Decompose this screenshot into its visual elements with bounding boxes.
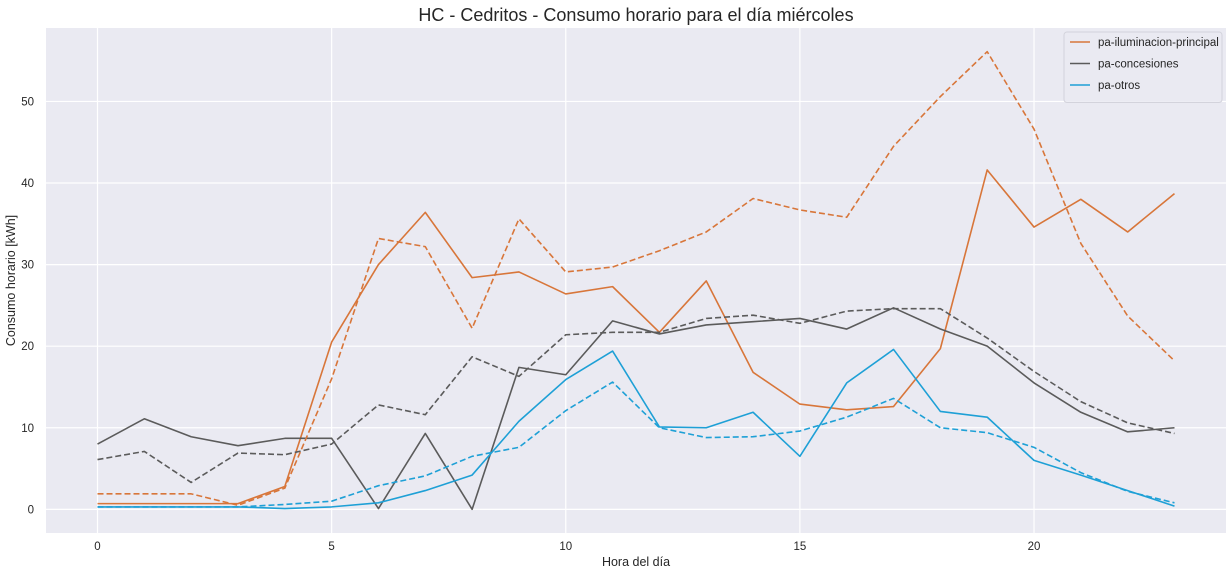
y-tick-label: 30 — [21, 260, 34, 272]
series-line-5 — [97, 381, 1175, 508]
series-line-3 — [97, 50, 1176, 507]
x-axis-label: Hora del día — [602, 555, 670, 569]
plot-background — [46, 28, 1226, 533]
x-tick-label: 5 — [328, 541, 334, 553]
y-tick-label: 0 — [28, 504, 34, 516]
x-tick-label: 0 — [94, 541, 100, 553]
grid-lines — [46, 28, 1226, 533]
series-line-0 — [97, 169, 1175, 505]
legend: pa-iluminacion-principal pa-concesiones pa… — [1063, 31, 1223, 103]
y-tick-label: 40 — [21, 178, 34, 190]
y-axis-label: Consumo horario [kWh] — [4, 215, 18, 346]
tick-labels: 0 5 10 15 20 0 10 20 30 40 50 — [21, 96, 1040, 553]
x-tick-label: 10 — [559, 541, 572, 553]
legend-box — [1063, 31, 1223, 103]
y-tick-label: 20 — [21, 341, 34, 353]
series-line-4 — [97, 307, 1175, 484]
legend-entry: pa-iluminacion-principal — [1098, 37, 1219, 49]
series-lines — [97, 50, 1176, 511]
legend-entry: pa-otros — [1098, 80, 1140, 92]
x-tick-label: 20 — [1028, 541, 1041, 553]
series-line-2 — [97, 348, 1175, 510]
chart-title: HC - Cedritos - Consumo horario para el … — [418, 5, 853, 25]
y-tick-label: 50 — [21, 96, 34, 108]
legend-entry: pa-concesiones — [1098, 59, 1179, 71]
x-tick-label: 15 — [793, 541, 806, 553]
y-tick-label: 10 — [21, 423, 34, 435]
series-line-1 — [97, 307, 1175, 511]
